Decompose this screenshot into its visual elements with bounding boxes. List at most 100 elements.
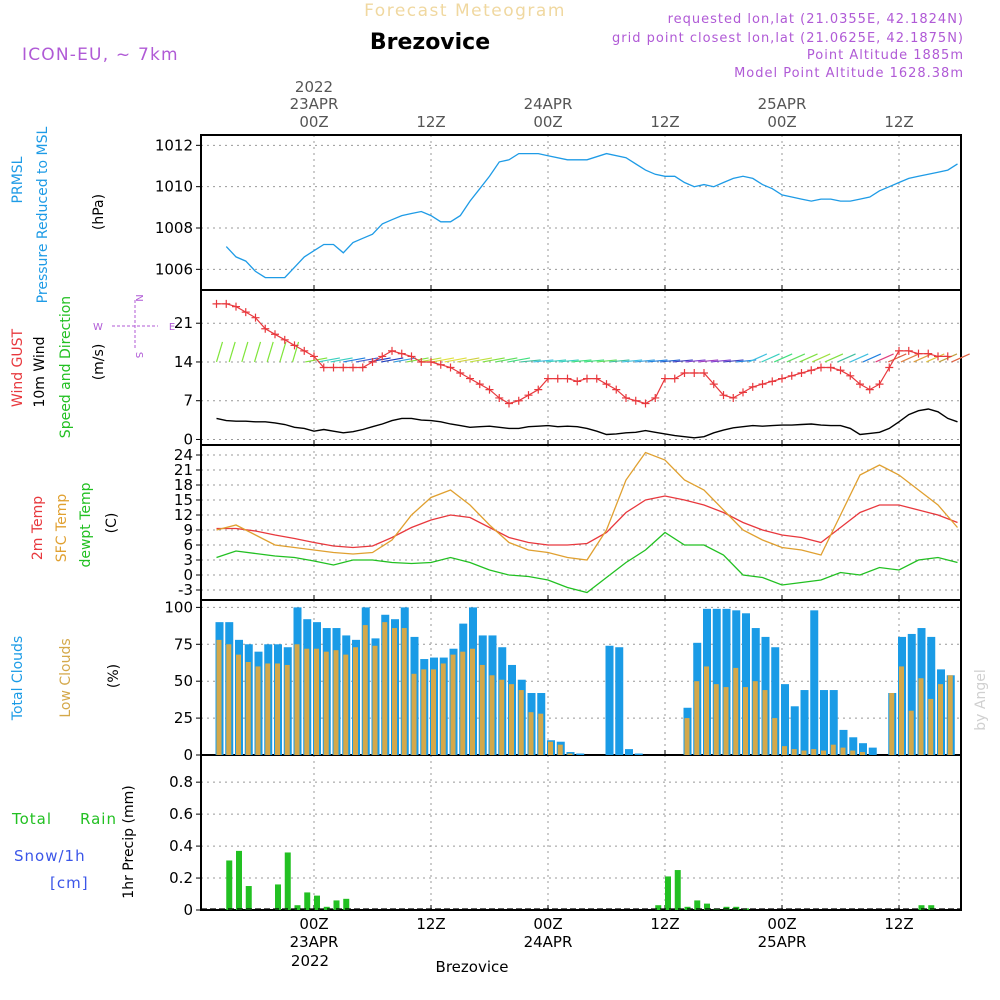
gust-marker xyxy=(924,349,933,358)
gust-marker xyxy=(797,369,806,378)
low-cloud-bar xyxy=(548,741,553,755)
total-cloud-bar xyxy=(927,636,936,755)
bottom-year: 2022 xyxy=(291,952,329,970)
gust-marker xyxy=(573,377,582,386)
rain-bar xyxy=(674,870,681,910)
low-cloud-bar xyxy=(850,750,856,755)
y-tick-label: 0 xyxy=(183,566,193,584)
rain-bar xyxy=(245,886,252,910)
y-tick-label: 9 xyxy=(183,521,193,539)
low-cloud-bar xyxy=(353,647,358,755)
wind-arrow xyxy=(824,353,844,363)
low-cloud-bar xyxy=(382,622,388,755)
gust-marker xyxy=(875,380,884,389)
low-cloud-bar xyxy=(518,690,524,755)
total-label: Total xyxy=(11,810,52,828)
low-clouds-label: Low Clouds xyxy=(58,638,74,717)
y-tick-label: 75 xyxy=(174,635,193,653)
gust-marker xyxy=(514,396,523,405)
top-hour-label: 12Z xyxy=(884,113,913,131)
low-cloud-bar xyxy=(343,654,349,755)
wind-series xyxy=(213,300,970,439)
gust-marker xyxy=(631,396,640,405)
y-tick-label: 3 xyxy=(183,551,193,569)
rain-bar xyxy=(694,900,701,910)
low-cloud-bar xyxy=(772,718,778,755)
precip-unit: 1hr Precip (mm) xyxy=(121,785,137,898)
top-hour-label: 00Z xyxy=(767,113,796,131)
gust-marker xyxy=(846,371,855,380)
gust-marker xyxy=(934,352,942,361)
low-cloud-bar xyxy=(733,667,739,755)
gust-marker xyxy=(388,346,396,355)
wind-arrow xyxy=(888,353,907,363)
low-cloud-bar xyxy=(392,628,397,755)
gust-marker xyxy=(290,341,299,350)
gust-marker xyxy=(300,346,309,355)
hpa-unit: (hPa) xyxy=(91,194,107,230)
low-cloud-bar xyxy=(840,747,846,755)
dewpt-label: dewpt Temp xyxy=(78,482,94,567)
gust-marker xyxy=(446,363,455,372)
rain-bar xyxy=(665,876,671,910)
wind-arrow xyxy=(381,357,404,363)
total-cloud-bar xyxy=(820,690,828,755)
requested-coords: requested lon,lat (21.0355E, 42.1824N) xyxy=(668,12,964,27)
gust-marker xyxy=(349,363,357,372)
panel-frame xyxy=(200,289,962,446)
y-tick-label: 1006 xyxy=(155,260,193,278)
svg-text:N: N xyxy=(133,294,144,301)
svg-text:W: W xyxy=(93,322,103,333)
low-cloud-bar xyxy=(918,678,924,755)
celsius-unit: (C) xyxy=(104,513,120,534)
gust-marker xyxy=(748,382,757,391)
total-cloud-bar xyxy=(907,633,916,755)
gust-marker xyxy=(670,374,679,383)
bottom-hour-label: 12Z xyxy=(416,915,445,933)
wind-arrow xyxy=(786,353,806,363)
gust-marker xyxy=(397,349,406,358)
gust-marker xyxy=(329,363,338,372)
location-title: Brezovice xyxy=(370,30,490,55)
gust-marker xyxy=(885,363,894,372)
wind-arrow xyxy=(419,357,442,363)
y-tick-label: 12 xyxy=(174,506,193,524)
y-tick-label: 15 xyxy=(174,491,193,509)
forecast-title: Forecast Meteogram xyxy=(364,1,566,21)
y-tick-label: 0.4 xyxy=(169,837,193,855)
wind-arrow xyxy=(710,359,731,363)
low-cloud-bar xyxy=(216,639,222,755)
wind-arrow xyxy=(305,357,328,363)
low-cloud-bar xyxy=(938,684,943,755)
gust-marker xyxy=(261,324,270,333)
pressure-line xyxy=(225,152,958,279)
wind-arrow xyxy=(761,353,780,363)
top-date-label: 25APR xyxy=(758,95,807,113)
low-cloud-bar xyxy=(275,663,280,755)
wind-arrow xyxy=(698,359,719,363)
panel5-labels: Total Rain Snow/1h [cm] 1hr Precip (mm) xyxy=(11,785,137,898)
gust-marker xyxy=(456,369,465,378)
wind-arrow xyxy=(355,357,379,363)
low-cloud-bar xyxy=(908,710,914,755)
gust-marker xyxy=(407,352,416,361)
low-cloud-bar xyxy=(440,663,446,755)
gust-marker xyxy=(729,393,738,402)
svg-text:S: S xyxy=(133,352,144,358)
gust-marker xyxy=(271,330,279,339)
snow-label: Snow/1h xyxy=(14,847,86,865)
y-tick-label: 1008 xyxy=(155,219,193,237)
temp-line-0 xyxy=(216,495,958,549)
wind-arrow xyxy=(241,341,249,363)
rain-bar xyxy=(343,898,350,910)
total-cloud-bar xyxy=(722,608,731,755)
y-tick-label: 0 xyxy=(183,430,193,448)
gust-marker xyxy=(690,369,699,378)
wind-arrow xyxy=(571,359,592,363)
gust-line xyxy=(216,303,948,405)
low-cloud-bar xyxy=(860,752,865,755)
wind-arrow xyxy=(660,359,681,363)
top-hour-label: 00Z xyxy=(299,113,328,131)
total-cloud-bar xyxy=(790,706,799,755)
